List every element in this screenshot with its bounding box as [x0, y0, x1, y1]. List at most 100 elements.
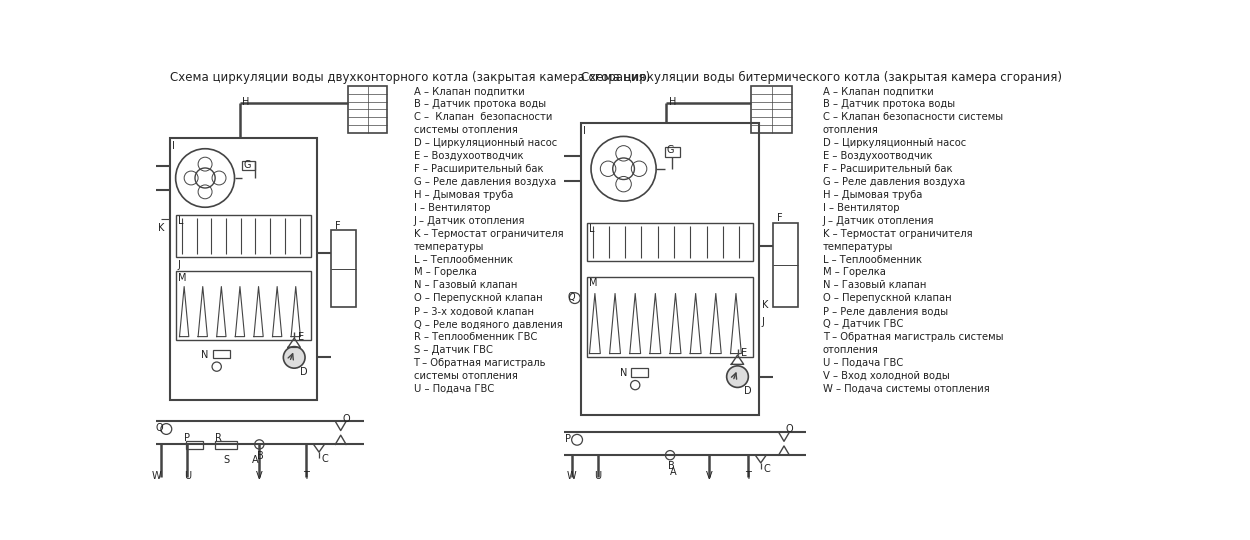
- Text: G: G: [242, 159, 250, 170]
- Text: системы отопления: системы отопления: [414, 125, 518, 135]
- Text: S: S: [222, 455, 229, 465]
- Text: V: V: [705, 470, 712, 481]
- Text: А – Клапан подпитки: А – Клапан подпитки: [414, 86, 524, 96]
- Text: J – Датчик отопления: J – Датчик отопления: [414, 215, 525, 226]
- Text: L – Теплообменник: L – Теплообменник: [414, 254, 512, 265]
- Text: J: J: [177, 260, 181, 271]
- Text: E: E: [741, 348, 748, 358]
- Text: J – Датчик отопления: J – Датчик отопления: [822, 215, 934, 226]
- Text: W: W: [566, 470, 576, 481]
- Text: T – Обратная магистраль: T – Обратная магистраль: [414, 358, 546, 368]
- Bar: [588, 222, 752, 261]
- Text: H: H: [242, 97, 250, 107]
- Text: E: E: [298, 332, 304, 342]
- Text: I – Вентилятор: I – Вентилятор: [822, 203, 899, 213]
- Text: L – Теплообменник: L – Теплообменник: [822, 254, 921, 265]
- Bar: [774, 222, 798, 307]
- Bar: [213, 350, 230, 358]
- Bar: [215, 441, 236, 449]
- Bar: [170, 138, 318, 400]
- Text: F – Расширительный бак: F – Расширительный бак: [414, 164, 542, 174]
- Text: U – Подача ГВС: U – Подача ГВС: [414, 384, 494, 394]
- Text: M – Горелка: M – Горелка: [822, 267, 885, 278]
- Circle shape: [284, 347, 305, 368]
- Text: D – Циркуляционный насос: D – Циркуляционный насос: [414, 138, 556, 148]
- Text: B – Датчик протока воды: B – Датчик протока воды: [414, 99, 546, 109]
- Text: H: H: [669, 97, 676, 107]
- Text: H – Дымовая труба: H – Дымовая труба: [822, 190, 922, 200]
- Text: I – Вентилятор: I – Вентилятор: [414, 203, 490, 213]
- Text: M: M: [177, 273, 186, 283]
- Text: Q – Реле водяного давления: Q – Реле водяного давления: [414, 319, 562, 329]
- Text: B – Датчик протока воды: B – Датчик протока воды: [822, 99, 955, 109]
- Bar: [665, 147, 680, 157]
- Bar: [631, 368, 649, 377]
- Text: O: O: [785, 424, 794, 434]
- Text: I: I: [171, 141, 175, 151]
- Text: C: C: [762, 464, 770, 475]
- Text: G – Реле давления воздуха: G – Реле давления воздуха: [822, 177, 965, 187]
- Text: O – Перепускной клапан: O – Перепускной клапан: [822, 293, 951, 303]
- Text: F – Расширительный бак: F – Расширительный бак: [822, 164, 952, 174]
- Text: K: K: [761, 300, 768, 309]
- Bar: [751, 86, 791, 132]
- Text: температуры: температуры: [414, 241, 484, 252]
- Text: отопления: отопления: [822, 125, 879, 135]
- Text: W: W: [151, 470, 161, 481]
- Text: V – Вход холодной воды: V – Вход холодной воды: [822, 371, 950, 381]
- Text: E – Воздухоотводчик: E – Воздухоотводчик: [414, 151, 522, 161]
- Bar: [581, 123, 759, 415]
- Bar: [349, 86, 388, 132]
- Text: Q: Q: [155, 423, 162, 433]
- Text: B: B: [668, 461, 675, 471]
- Text: U – Подача ГВС: U – Подача ГВС: [822, 358, 902, 368]
- Text: S – Датчик ГВС: S – Датчик ГВС: [414, 345, 492, 355]
- Text: D – Циркуляционный насос: D – Циркуляционный насос: [822, 138, 966, 148]
- Text: L: L: [177, 217, 184, 226]
- Text: A: A: [670, 467, 676, 477]
- Text: А – Клапан подпитки: А – Клапан подпитки: [822, 86, 934, 96]
- Bar: [331, 231, 356, 307]
- Text: C: C: [321, 454, 328, 464]
- Bar: [176, 215, 311, 257]
- Text: D: D: [300, 367, 308, 376]
- Text: N – Газовый клапан: N – Газовый клапан: [414, 280, 518, 291]
- Text: O: O: [342, 414, 350, 423]
- Text: N: N: [620, 368, 628, 378]
- Circle shape: [726, 366, 749, 387]
- Text: L: L: [589, 224, 594, 234]
- Text: F: F: [778, 213, 782, 224]
- Text: T – Обратная магистраль системы: T – Обратная магистраль системы: [822, 332, 1004, 342]
- Text: J: J: [761, 316, 765, 327]
- Text: K: K: [158, 222, 164, 233]
- Text: системы отопления: системы отопления: [414, 371, 518, 381]
- Text: R – Теплообменник ГВС: R – Теплообменник ГВС: [414, 332, 538, 342]
- Text: T: T: [302, 470, 309, 481]
- Text: отопления: отопления: [822, 345, 879, 355]
- Text: Схема циркуляции воды двухконторного котла (закрытая камера сгорания): Схема циркуляции воды двухконторного кот…: [170, 71, 650, 84]
- Text: G – Реле давления воздуха: G – Реле давления воздуха: [414, 177, 556, 187]
- Text: R: R: [215, 433, 222, 443]
- Text: C – Клапан безопасности системы: C – Клапан безопасности системы: [822, 112, 1002, 122]
- Text: V: V: [256, 470, 262, 481]
- Text: температуры: температуры: [822, 241, 892, 252]
- Text: Схема циркуляции воды битермического котла (закрытая камера сгорания): Схема циркуляции воды битермического кот…: [581, 71, 1062, 84]
- Text: T: T: [745, 470, 750, 481]
- Text: D: D: [744, 386, 751, 396]
- Bar: [241, 161, 255, 170]
- Text: Q: Q: [568, 292, 575, 302]
- Text: C –  Клапан  безопасности: C – Клапан безопасности: [414, 112, 552, 122]
- Text: G: G: [666, 145, 674, 155]
- Text: M: M: [589, 278, 598, 288]
- Bar: [588, 276, 752, 357]
- Text: A: A: [251, 455, 259, 465]
- Text: P – Реле давления воды: P – Реле давления воды: [822, 306, 948, 316]
- Bar: [186, 441, 202, 449]
- Text: F: F: [335, 221, 341, 231]
- Text: P: P: [184, 433, 190, 443]
- Text: M – Горелка: M – Горелка: [414, 267, 476, 278]
- Text: P – 3-х ходовой клапан: P – 3-х ходовой клапан: [414, 306, 534, 316]
- Text: N: N: [201, 350, 209, 360]
- Bar: [176, 271, 311, 340]
- Text: N – Газовый клапан: N – Газовый клапан: [822, 280, 926, 291]
